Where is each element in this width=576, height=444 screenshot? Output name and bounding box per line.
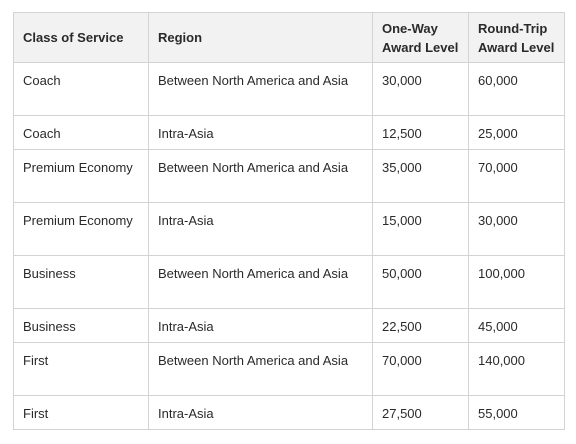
cell-round-trip: 25,000 [468,115,565,150]
table-row: Premium Economy Between North America an… [13,149,565,203]
header-class-of-service: Class of Service [13,12,149,63]
cell-region: Between North America and Asia [148,342,373,396]
cell-class-of-service: Premium Economy [13,149,149,203]
cell-round-trip: 60,000 [468,62,565,116]
table-body: Coach Between North America and Asia 30,… [13,62,565,430]
cell-class-of-service: Premium Economy [13,202,149,256]
table-row: Business Between North America and Asia … [13,255,565,309]
cell-one-way: 22,500 [372,308,469,343]
cell-round-trip: 100,000 [468,255,565,309]
cell-class-of-service: Coach [13,62,149,116]
table-row: First Intra-Asia 27,500 55,000 [13,395,565,430]
cell-one-way: 27,500 [372,395,469,430]
cell-region: Between North America and Asia [148,62,373,116]
cell-one-way: 30,000 [372,62,469,116]
cell-one-way: 70,000 [372,342,469,396]
cell-class-of-service: First [13,342,149,396]
table-row: Coach Intra-Asia 12,500 25,000 [13,115,565,150]
header-round-trip-award-level: Round-Trip Award Level [468,12,565,63]
cell-one-way: 15,000 [372,202,469,256]
table-row: Coach Between North America and Asia 30,… [13,62,565,116]
table-header: Class of Service Region One-Way Award Le… [13,12,565,63]
cell-one-way: 35,000 [372,149,469,203]
header-row: Class of Service Region One-Way Award Le… [13,12,565,63]
cell-round-trip: 140,000 [468,342,565,396]
cell-round-trip: 70,000 [468,149,565,203]
cell-region: Intra-Asia [148,115,373,150]
cell-region: Between North America and Asia [148,149,373,203]
cell-round-trip: 30,000 [468,202,565,256]
cell-class-of-service: Coach [13,115,149,150]
cell-region: Between North America and Asia [148,255,373,309]
table-row: Premium Economy Intra-Asia 15,000 30,000 [13,202,565,256]
header-region: Region [148,12,373,63]
cell-one-way: 12,500 [372,115,469,150]
cell-round-trip: 55,000 [468,395,565,430]
cell-class-of-service: Business [13,255,149,309]
table-row: Business Intra-Asia 22,500 45,000 [13,308,565,343]
cell-round-trip: 45,000 [468,308,565,343]
award-chart-table: Class of Service Region One-Way Award Le… [13,12,565,430]
cell-class-of-service: First [13,395,149,430]
cell-region: Intra-Asia [148,202,373,256]
cell-one-way: 50,000 [372,255,469,309]
table-row: First Between North America and Asia 70,… [13,342,565,396]
header-one-way-award-level: One-Way Award Level [372,12,469,63]
cell-region: Intra-Asia [148,308,373,343]
cell-class-of-service: Business [13,308,149,343]
cell-region: Intra-Asia [148,395,373,430]
